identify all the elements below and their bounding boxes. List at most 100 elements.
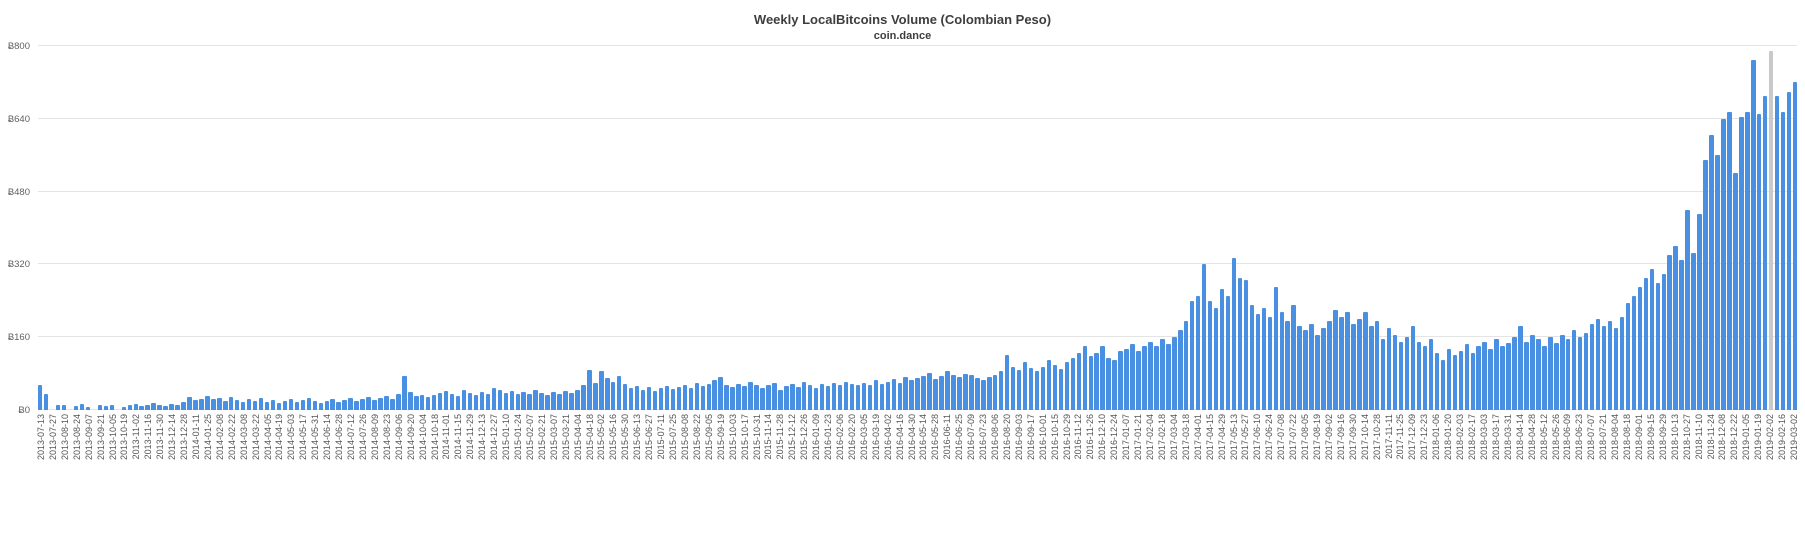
bar[interactable] (688, 388, 694, 410)
bar[interactable] (1512, 337, 1517, 410)
bar[interactable] (1136, 350, 1141, 410)
bar[interactable] (1422, 346, 1428, 410)
bar[interactable] (527, 393, 532, 410)
bar[interactable] (366, 397, 371, 410)
bar[interactable] (360, 399, 365, 410)
bar[interactable] (1100, 346, 1105, 410)
bar[interactable] (199, 398, 204, 410)
bar[interactable] (987, 377, 992, 410)
bar[interactable] (288, 399, 294, 410)
bar[interactable] (61, 404, 67, 410)
bar[interactable] (802, 381, 807, 410)
bar[interactable] (813, 388, 819, 410)
bar[interactable] (1142, 346, 1147, 410)
bar[interactable] (945, 371, 950, 410)
bar[interactable] (300, 400, 306, 410)
bar[interactable] (599, 371, 604, 410)
bar[interactable] (258, 398, 264, 410)
bar[interactable] (1619, 316, 1625, 410)
bar[interactable] (1267, 316, 1273, 410)
bar[interactable] (1261, 307, 1267, 410)
bar[interactable] (885, 381, 891, 410)
bar[interactable] (384, 396, 389, 410)
bar[interactable] (1566, 339, 1571, 410)
bar[interactable] (402, 375, 407, 410)
bar[interactable] (217, 398, 222, 410)
bar[interactable] (1380, 339, 1386, 410)
bar[interactable] (1309, 323, 1314, 410)
bar[interactable] (1249, 305, 1255, 410)
bar[interactable] (306, 398, 312, 410)
bar[interactable] (909, 380, 914, 410)
bar[interactable] (336, 401, 341, 410)
bar[interactable] (264, 401, 270, 410)
bar[interactable] (324, 400, 329, 410)
bar[interactable] (670, 389, 676, 410)
bar[interactable] (1655, 282, 1660, 410)
bar[interactable] (1715, 155, 1720, 410)
bar[interactable] (1631, 296, 1637, 410)
bar[interactable] (1022, 362, 1028, 410)
bar[interactable] (957, 377, 962, 410)
bar[interactable] (533, 389, 538, 410)
bar[interactable] (515, 394, 520, 410)
bar[interactable] (145, 404, 150, 410)
bar[interactable] (461, 389, 467, 410)
bar[interactable] (1070, 357, 1076, 410)
bar[interactable] (676, 387, 682, 410)
bar[interactable] (694, 382, 700, 410)
bar[interactable] (205, 396, 210, 410)
bar[interactable] (1452, 355, 1458, 410)
bar[interactable] (581, 384, 586, 410)
bar[interactable] (855, 385, 861, 410)
bar[interactable] (193, 400, 198, 410)
bar[interactable] (1727, 111, 1732, 410)
bar[interactable] (414, 396, 419, 410)
bar[interactable] (1745, 111, 1750, 410)
bar[interactable] (1792, 82, 1798, 410)
bar[interactable] (378, 398, 383, 410)
bar[interactable] (969, 375, 974, 410)
bar[interactable] (1172, 337, 1177, 410)
bar[interactable] (1518, 325, 1523, 410)
bar[interactable] (831, 382, 837, 410)
bar[interactable] (503, 392, 509, 410)
bar[interactable] (605, 378, 610, 410)
bar[interactable] (843, 381, 849, 410)
bar[interactable] (1184, 321, 1189, 410)
bar[interactable] (1410, 325, 1416, 410)
bar[interactable] (467, 392, 473, 410)
bar[interactable] (825, 386, 831, 410)
bar[interactable] (276, 402, 282, 410)
bar[interactable] (1667, 255, 1672, 410)
bar[interactable] (658, 388, 664, 410)
bar[interactable] (622, 383, 628, 410)
bar[interactable] (55, 405, 61, 410)
bar[interactable] (1774, 96, 1780, 410)
bar[interactable] (342, 400, 347, 410)
bar[interactable] (1189, 300, 1195, 410)
bar[interactable] (1530, 334, 1535, 410)
bar[interactable] (240, 401, 246, 410)
bar[interactable] (849, 383, 855, 410)
bar[interactable] (1643, 278, 1649, 410)
bar[interactable] (497, 389, 503, 410)
bar[interactable] (903, 377, 908, 410)
bar[interactable] (933, 379, 938, 410)
bar[interactable] (897, 382, 902, 410)
bar[interactable] (103, 406, 109, 410)
bar[interactable] (551, 391, 556, 410)
bar[interactable] (1739, 116, 1744, 410)
bar[interactable] (563, 390, 568, 410)
bar[interactable] (1679, 259, 1684, 410)
bar[interactable] (628, 388, 634, 410)
bar[interactable] (975, 378, 980, 410)
bar[interactable] (1195, 296, 1201, 410)
bar[interactable] (1351, 323, 1356, 410)
bar[interactable] (443, 390, 449, 410)
bar[interactable] (1434, 353, 1440, 410)
bar[interactable] (939, 376, 944, 410)
bar[interactable] (664, 386, 670, 410)
bar[interactable] (408, 391, 413, 410)
bar[interactable] (223, 400, 228, 410)
